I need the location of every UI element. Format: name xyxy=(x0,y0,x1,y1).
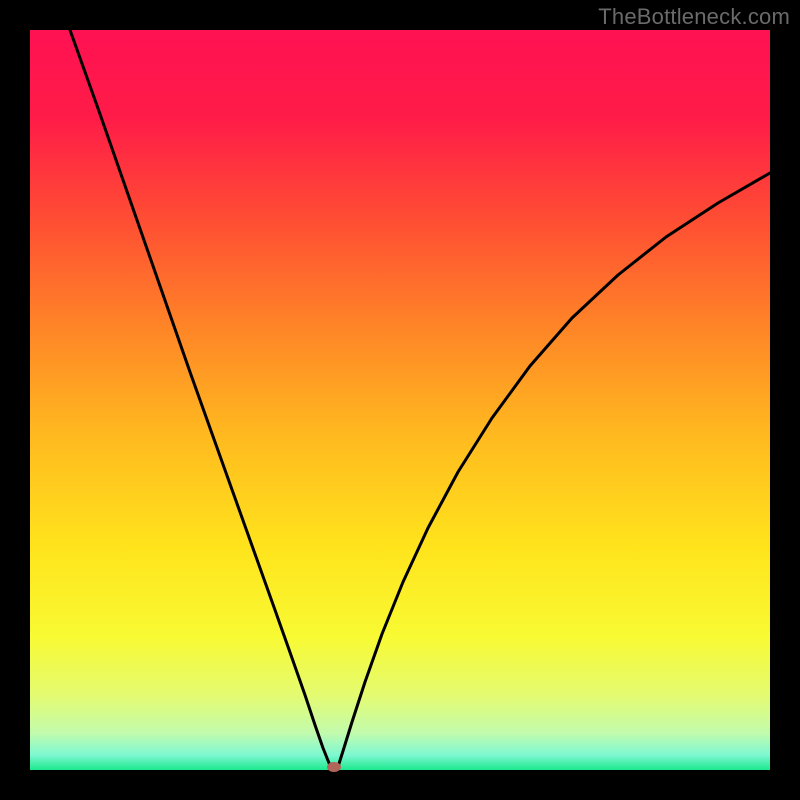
bottleneck-chart xyxy=(0,0,800,800)
chart-frame: TheBottleneck.com xyxy=(0,0,800,800)
min-marker xyxy=(327,762,341,772)
chart-plot-area xyxy=(30,30,770,770)
watermark-text: TheBottleneck.com xyxy=(598,4,790,30)
